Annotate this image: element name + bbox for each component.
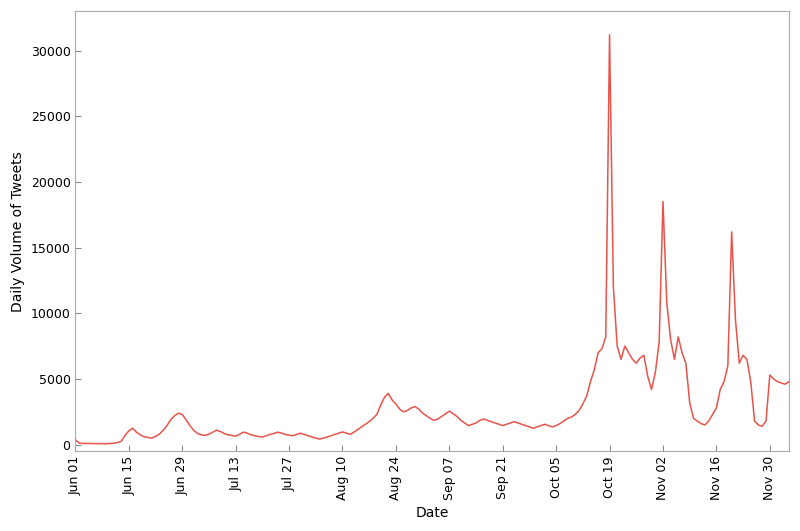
Y-axis label: Daily Volume of Tweets: Daily Volume of Tweets xyxy=(11,151,25,312)
X-axis label: Date: Date xyxy=(415,506,449,520)
